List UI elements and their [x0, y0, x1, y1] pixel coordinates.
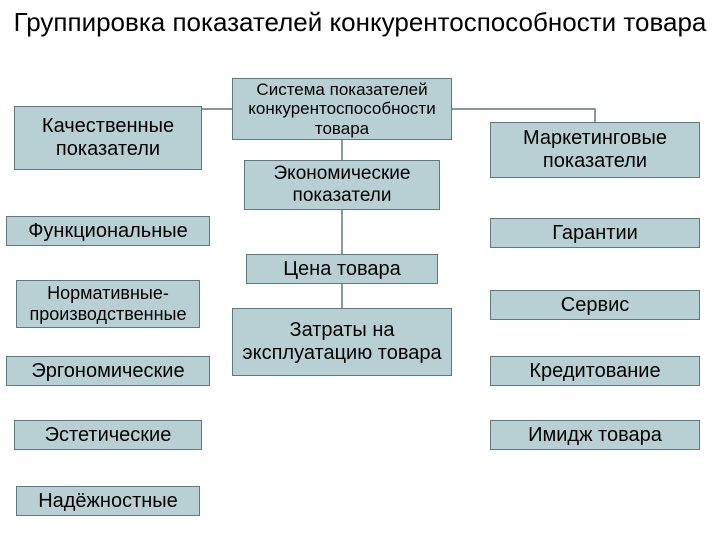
box-reliability: Надёжностные — [16, 486, 200, 516]
box-normative: Нормативные-производственные — [16, 280, 200, 328]
box-economic: Экономические показатели — [244, 160, 440, 210]
box-quality: Качественные показатели — [14, 106, 202, 170]
box-image: Имидж товара — [490, 420, 700, 450]
box-ergonomic: Эргономические — [6, 356, 210, 386]
box-guarantee: Гарантии — [490, 218, 700, 248]
box-costs: Затраты на эксплуатацию товара — [232, 308, 452, 376]
box-marketing: Маркетинговые показатели — [490, 122, 700, 178]
page-title: Группировка показателей конкурентоспособ… — [0, 0, 720, 38]
box-price: Цена товара — [246, 254, 438, 284]
box-system: Система показателей конкурентоспособност… — [232, 78, 452, 140]
box-functional: Функциональные — [6, 216, 210, 246]
box-service: Сервис — [490, 290, 700, 320]
box-credit: Кредитование — [490, 356, 700, 386]
box-aesthetic: Эстетические — [14, 420, 202, 450]
